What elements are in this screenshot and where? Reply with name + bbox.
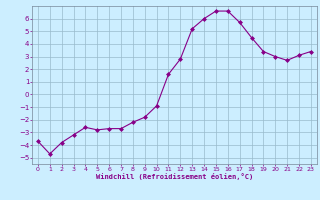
X-axis label: Windchill (Refroidissement éolien,°C): Windchill (Refroidissement éolien,°C): [96, 173, 253, 180]
